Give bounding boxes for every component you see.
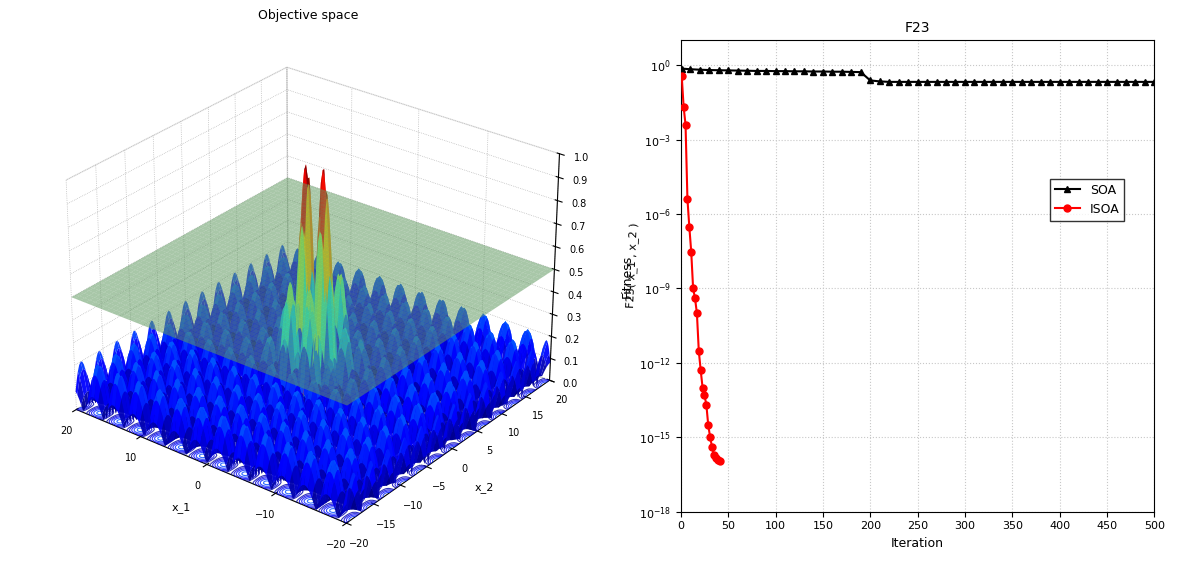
ISOA <box>678 121 693 128</box>
Legend: SOA, ISOA: SOA, ISOA <box>1050 178 1125 221</box>
SOA <box>816 68 830 75</box>
Y-axis label: Fitness: Fitness <box>620 254 633 298</box>
SOA <box>675 65 689 72</box>
ISOA <box>713 458 727 465</box>
ISOA <box>691 347 706 354</box>
ISOA <box>686 285 700 292</box>
Line: SOA: SOA <box>678 66 1157 85</box>
Title: Objective space: Objective space <box>258 9 358 22</box>
ISOA <box>707 451 721 458</box>
ISOA <box>682 224 696 231</box>
SOA <box>1024 78 1038 85</box>
SOA <box>778 68 792 75</box>
SOA <box>996 78 1010 85</box>
ISOA <box>704 444 719 451</box>
ISOA <box>675 73 689 80</box>
ISOA <box>701 422 715 429</box>
ISOA <box>690 310 704 317</box>
SOA <box>1138 78 1152 85</box>
Line: ISOA: ISOA <box>678 73 723 465</box>
ISOA <box>700 401 714 408</box>
ISOA <box>681 196 695 202</box>
X-axis label: x_1: x_1 <box>172 501 191 512</box>
ISOA <box>694 367 708 374</box>
ISOA <box>709 454 723 461</box>
ISOA <box>695 384 709 391</box>
SOA <box>882 78 896 85</box>
ISOA <box>684 248 699 255</box>
Title: F23: F23 <box>905 21 931 35</box>
ISOA <box>710 457 725 463</box>
SOA <box>1147 78 1162 85</box>
ISOA <box>676 104 690 110</box>
ISOA <box>703 434 718 441</box>
SOA <box>825 68 839 75</box>
X-axis label: Iteration: Iteration <box>892 537 944 550</box>
Y-axis label: x_2: x_2 <box>475 482 494 493</box>
ISOA <box>688 295 702 302</box>
ISOA <box>697 392 712 398</box>
